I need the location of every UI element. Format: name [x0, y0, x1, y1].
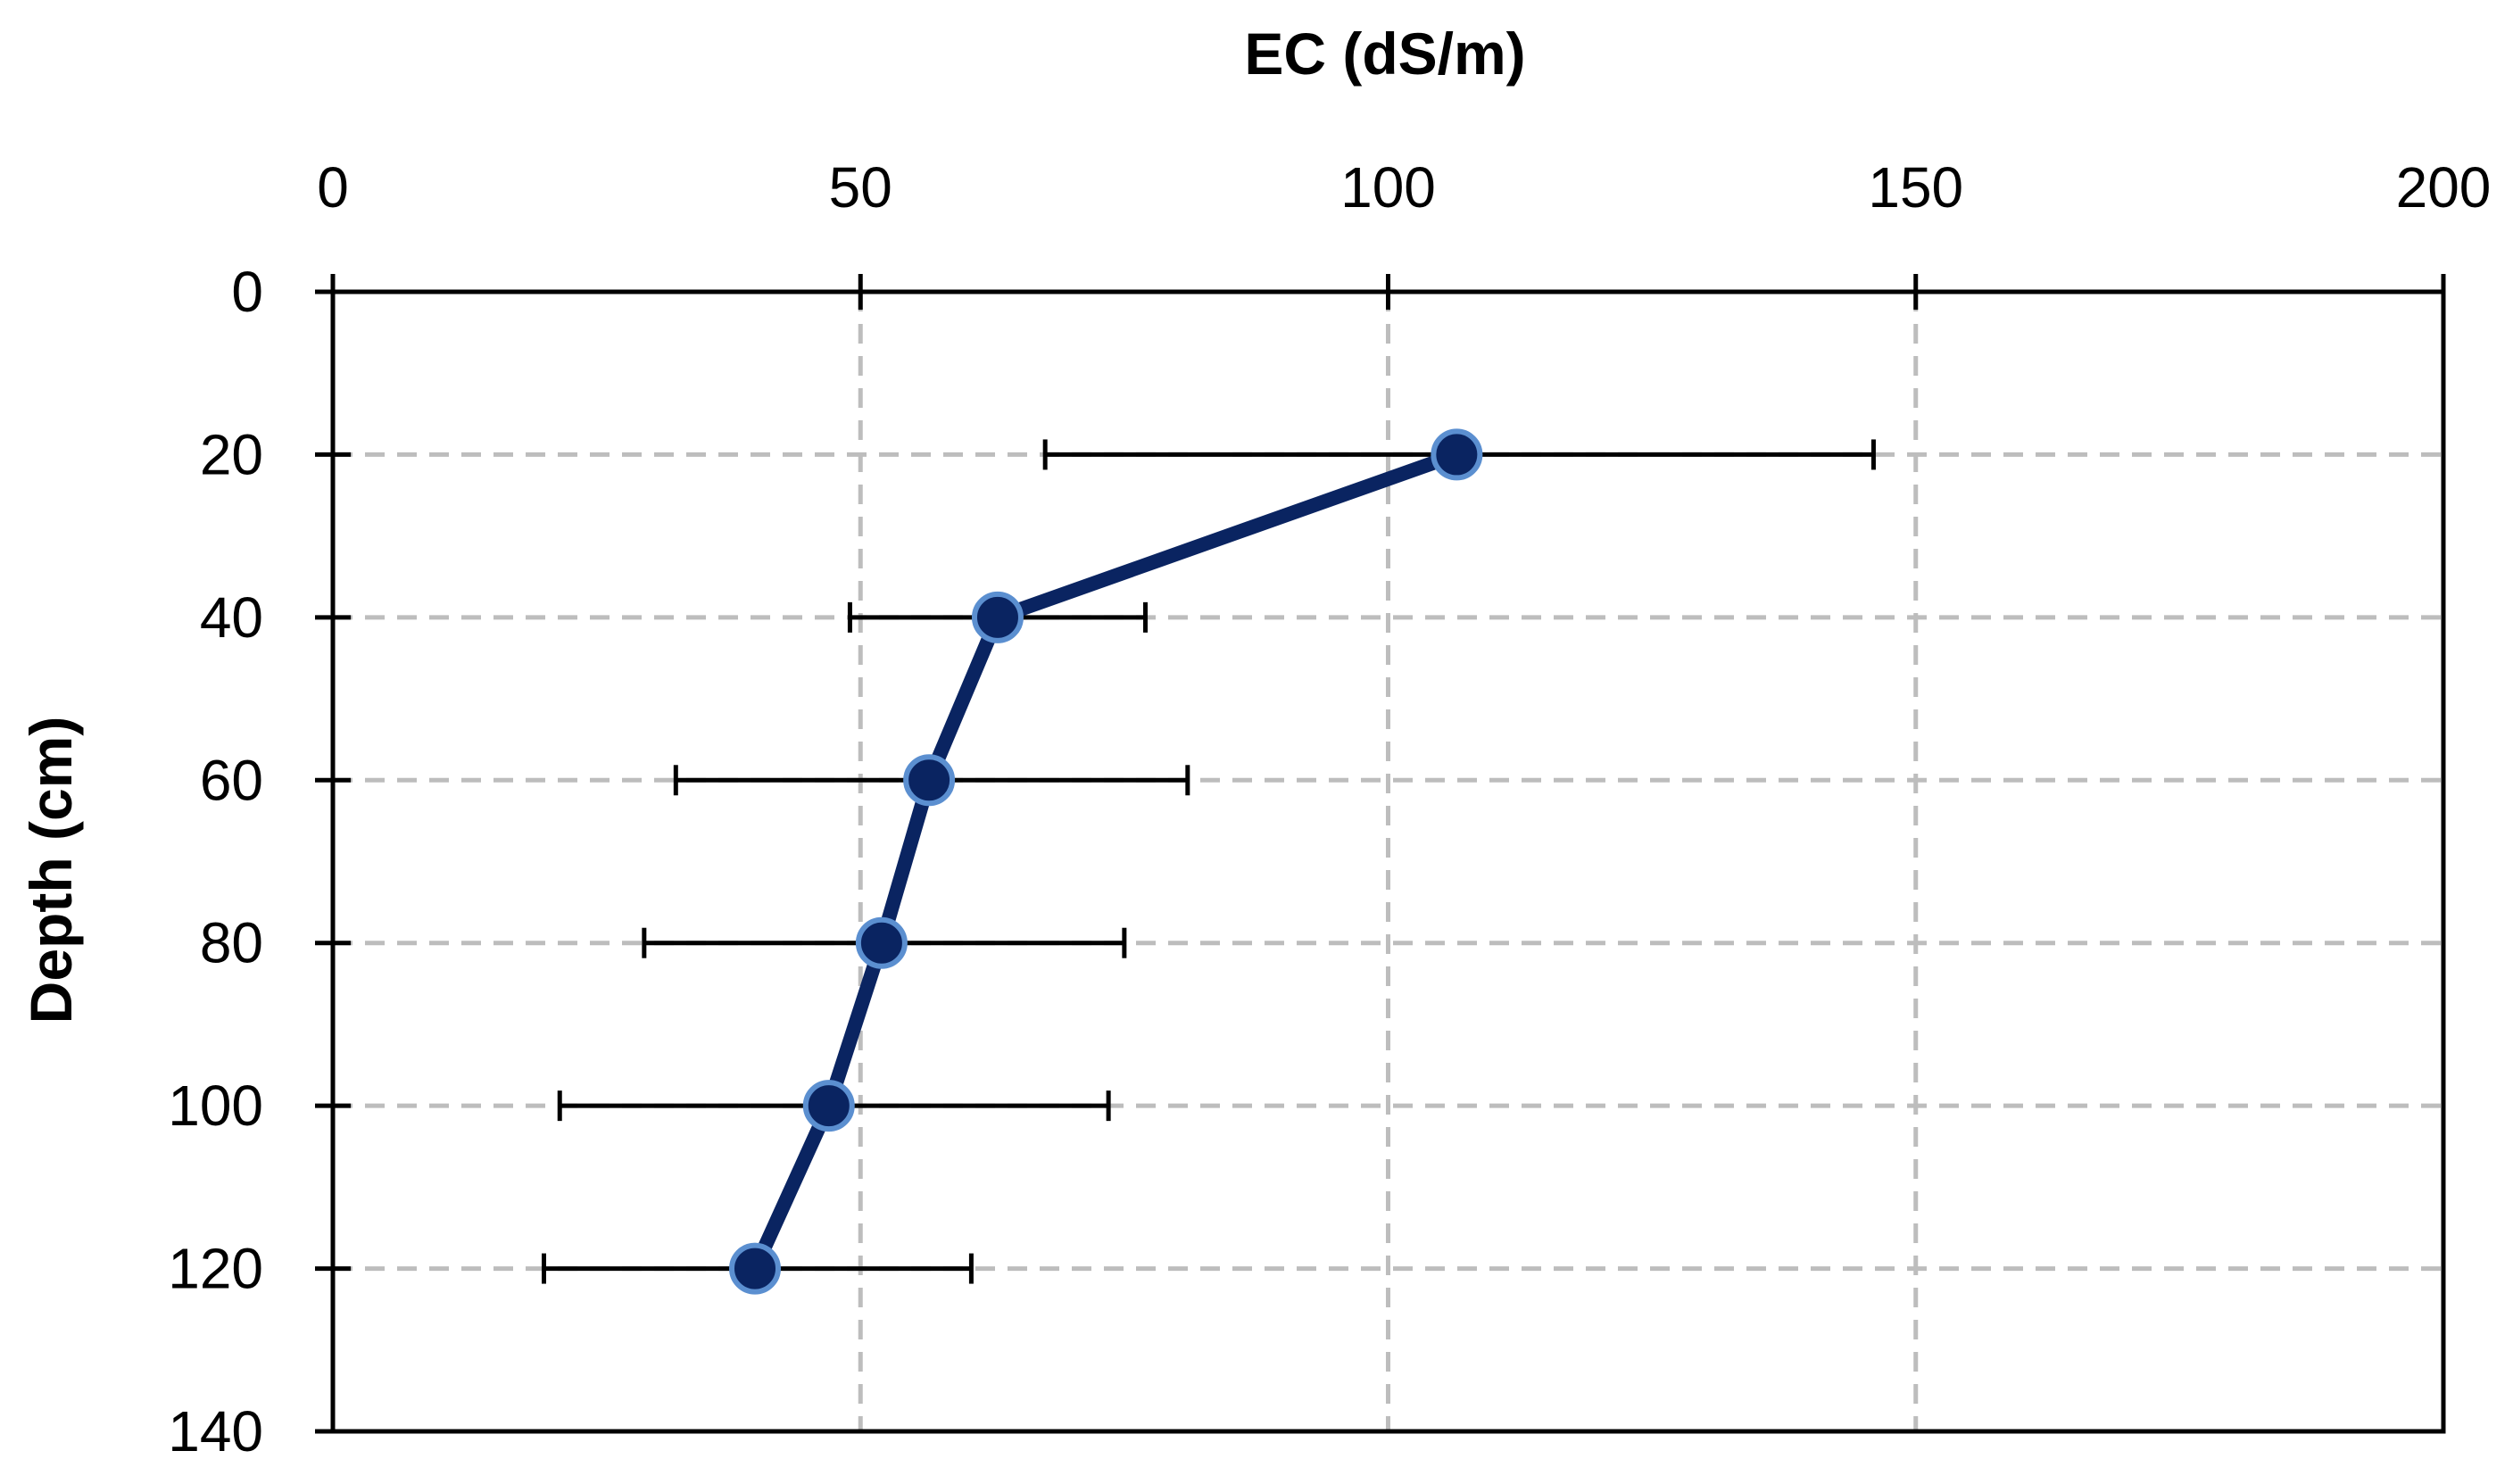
data-point-80 [855, 916, 908, 969]
y-tick-label-60: 60 [200, 748, 263, 812]
series-line-0 [748, 447, 1464, 1276]
error-bar-layer [542, 439, 1876, 1284]
marker-layer [729, 428, 1483, 1295]
x-tick-label-0: 0 [317, 155, 349, 220]
data-point-40 [971, 591, 1024, 643]
data-point-60 [903, 754, 956, 807]
x-tick-label-150: 150 [1868, 155, 1963, 220]
series-line-layer [748, 447, 1464, 1276]
x-tick-label-200: 200 [2396, 155, 2492, 220]
y-tick-label-0: 0 [231, 260, 263, 324]
y-tick-label-140: 140 [168, 1399, 263, 1463]
x-tick-label-100: 100 [1340, 155, 1436, 220]
y-tick-label-80: 80 [200, 911, 263, 975]
axes-layer [315, 274, 2446, 1434]
x-axis-title: EC (dS/m) [1244, 21, 1525, 87]
data-point-20 [1431, 428, 1483, 481]
data-point-120 [729, 1242, 781, 1295]
text-layer: EC (dS/m) Depth (cm) 0 50 100 150 200 0 20 40 60… [18, 21, 2491, 1463]
y-tick-label-40: 40 [200, 585, 263, 650]
y-tick-label-20: 20 [200, 422, 263, 486]
data-point-100 [802, 1080, 855, 1132]
x-tick-label-50: 50 [829, 155, 892, 220]
y-tick-label-120: 120 [168, 1237, 263, 1301]
y-tick-label-100: 100 [168, 1074, 263, 1138]
grid-layer [333, 292, 2443, 1431]
y-axis-title: Depth (cm) [18, 717, 84, 1024]
